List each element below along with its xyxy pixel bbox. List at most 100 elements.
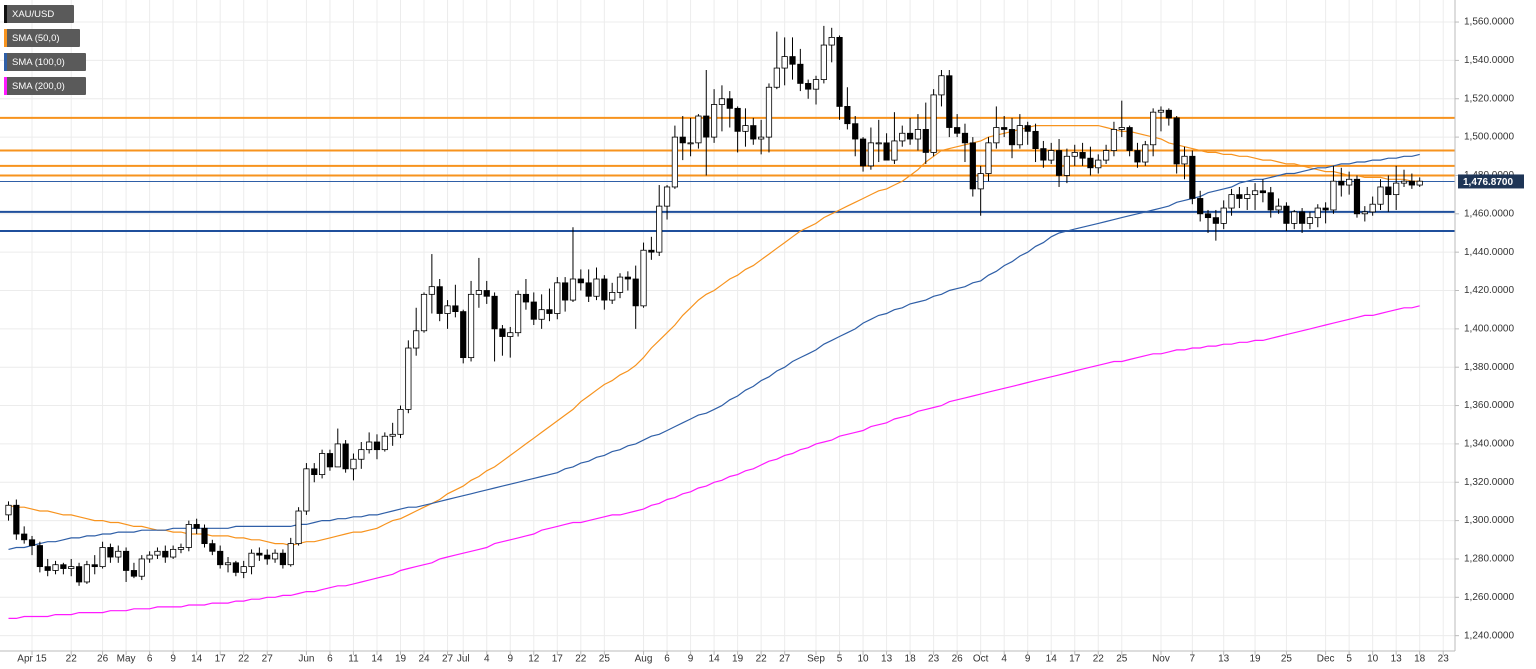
candle-body [36,545,43,568]
candle-body [1400,180,1408,184]
candle-body [977,173,984,190]
candle-body [460,311,467,359]
candle-body [499,328,506,337]
candle-body [1103,150,1110,161]
legend-swatch [4,53,7,71]
candle-body [609,292,616,301]
candle-body [28,539,36,546]
candle-body [248,552,255,568]
candle-body [961,132,969,144]
candle-body [1416,180,1423,186]
x-tick-label: 25 [1281,654,1293,665]
candle-body [5,504,12,516]
y-tick-label: 1,380.0000 [1464,362,1514,373]
x-tick-label: 17 [552,654,564,665]
candle-body [577,278,584,284]
y-tick-label: 1,540.0000 [1464,55,1514,66]
candle-body [358,449,365,460]
candle-body [1330,180,1337,211]
candle-body [1353,178,1361,215]
x-tick-label: 5 [1346,654,1352,665]
candle-body [123,550,130,571]
candle-body [303,468,310,512]
candle-body [405,347,412,410]
legend-box [4,77,86,95]
candle-body [781,56,788,69]
candle-body [1361,211,1368,215]
x-tick-label: 4 [484,654,490,665]
candle-body [765,86,773,138]
candle-body [1322,207,1329,211]
candle-body [1393,182,1400,196]
candle-body [530,301,537,320]
candle-body [162,550,169,558]
candle-body [491,295,498,330]
candle-body [389,433,396,437]
candle-body [373,441,381,451]
y-tick-label: 1,500.0000 [1464,132,1514,143]
y-tick-label: 1,520.0000 [1464,93,1514,104]
legend: XAU/USD SMA (50,0) SMA (100,0) SMA (200,0) [4,5,86,95]
candle-body [21,533,28,541]
candle-body [695,115,702,144]
x-tick-label: 5 [837,654,843,665]
legend-swatch [4,77,7,95]
x-tick-label: 26 [97,654,109,665]
x-tick-label: 9 [1025,654,1031,665]
candle-body [170,548,177,558]
candle-body [899,132,906,142]
candle-body [326,453,334,468]
candle-body [68,566,75,569]
candle-body [201,527,208,545]
candle-body [538,309,545,320]
candle-body [797,63,804,84]
candle-body [1079,152,1086,159]
x-tick-label: 6 [147,654,153,665]
candle-body [342,443,349,470]
candle-body [1173,117,1180,165]
x-tick-label: 10 [857,654,869,665]
candle-body [507,332,514,337]
candle-body [444,305,451,314]
y-tick-label: 1,300.0000 [1464,515,1514,526]
candle-body [138,558,145,577]
candle-body [914,129,922,140]
candle-body [209,543,216,552]
candle-body [1236,194,1243,199]
candle-body [546,309,553,314]
candle-body [836,36,843,107]
candle-body [985,142,992,174]
y-tick-label: 1,360.0000 [1464,400,1514,411]
candle-body [1055,150,1063,176]
x-tick-label: 22 [1093,654,1105,665]
candle-body [522,293,530,303]
candle-body [44,566,51,571]
legend-swatch [4,5,7,23]
candle-body [632,278,639,307]
candle-body [1314,207,1321,219]
candle-body [1408,180,1415,186]
candle-body [467,293,475,359]
candle-body [1126,127,1133,151]
x-tick-label: 14 [191,654,203,665]
candle-body [224,562,232,566]
candle-body [711,104,718,138]
candle-body [91,564,98,568]
candle-body [1220,207,1227,224]
legend-box [4,29,80,47]
candle-body [483,290,490,297]
y-tick-label: 1,240.0000 [1464,630,1514,641]
candle-body [1087,157,1094,169]
candle-body [295,510,302,545]
x-tick-label: 19 [1249,654,1261,665]
candle-body [130,570,138,577]
x-tick-label: 18 [905,654,917,665]
y-tick-label: 1,460.0000 [1464,208,1514,219]
candle-body [287,543,294,566]
candle-body [852,123,859,140]
candle-body [279,552,287,566]
x-tick-label: 22 [756,654,768,665]
candle-body [922,129,929,153]
x-tick-label: Sep [807,654,825,665]
candle-body [185,524,192,548]
